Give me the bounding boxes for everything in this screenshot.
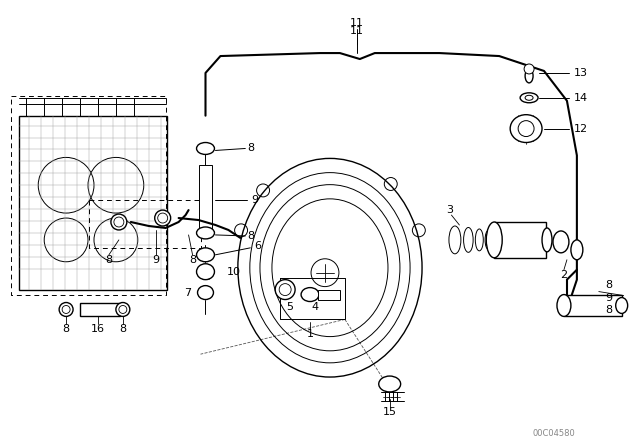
Text: 8: 8 [106,255,113,265]
Ellipse shape [196,142,214,155]
Ellipse shape [449,226,461,254]
Ellipse shape [379,376,401,392]
Text: 14: 14 [574,93,588,103]
Bar [198,165,212,230]
Ellipse shape [463,228,473,252]
Ellipse shape [520,93,538,103]
Text: 8: 8 [605,280,612,289]
Text: 8: 8 [248,143,255,154]
Text: 12: 12 [574,124,588,134]
Ellipse shape [486,222,502,258]
Ellipse shape [196,248,214,262]
Ellipse shape [616,297,628,314]
Ellipse shape [571,240,583,260]
Text: 1: 1 [307,329,314,339]
Text: 9: 9 [152,255,159,265]
Text: 4: 4 [312,302,319,312]
Text: 3: 3 [446,205,453,215]
Ellipse shape [198,286,214,300]
Circle shape [62,306,70,314]
Circle shape [119,306,127,314]
Text: 11: 11 [350,18,364,28]
Bar [494,222,546,258]
Text: 8: 8 [189,255,196,265]
Text: 00C04580: 00C04580 [532,429,575,438]
Ellipse shape [557,294,571,316]
Ellipse shape [59,302,73,316]
Text: 8: 8 [63,324,70,334]
Text: 11: 11 [350,26,364,36]
Ellipse shape [525,69,533,83]
Ellipse shape [525,95,533,100]
Circle shape [518,121,534,137]
Bar [80,302,120,316]
Bar [318,289,340,300]
Text: 8: 8 [605,306,612,315]
Bar [564,294,621,316]
Text: 2: 2 [561,270,568,280]
Ellipse shape [553,231,569,253]
Circle shape [114,217,124,227]
Text: 6: 6 [254,241,260,251]
Ellipse shape [155,210,171,226]
Ellipse shape [116,302,130,316]
Ellipse shape [510,115,542,142]
Ellipse shape [196,227,214,239]
Ellipse shape [485,230,492,250]
Circle shape [524,64,534,74]
Text: 9: 9 [252,195,259,205]
Ellipse shape [196,264,214,280]
Text: 7: 7 [184,288,191,297]
Text: 16: 16 [91,324,105,334]
Ellipse shape [476,229,483,251]
Text: 13: 13 [574,68,588,78]
Circle shape [157,213,168,223]
Ellipse shape [275,280,295,300]
Ellipse shape [111,214,127,230]
Text: 9: 9 [605,293,612,302]
Bar [19,116,166,289]
Text: 10: 10 [227,267,241,277]
Text: 5: 5 [287,302,294,312]
Ellipse shape [301,288,319,302]
Text: 8: 8 [119,324,127,334]
Text: 15: 15 [383,407,397,417]
Text: 8: 8 [248,231,255,241]
Ellipse shape [542,228,552,252]
